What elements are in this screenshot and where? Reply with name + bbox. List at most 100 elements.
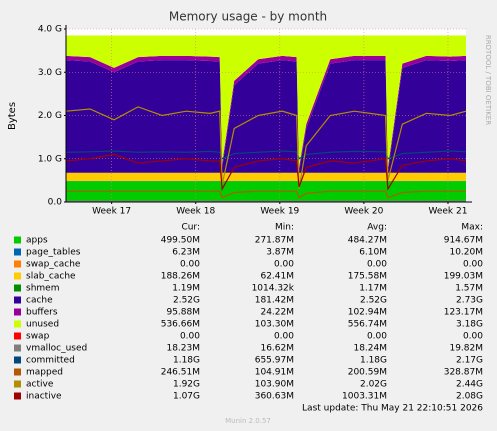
legend-stat: 18.24M xyxy=(353,344,387,354)
last-update: Last update: Thu May 21 22:10:51 2026 xyxy=(302,404,483,414)
x-tick-label: Week 21 xyxy=(428,207,467,217)
legend-swatch xyxy=(14,368,21,376)
legend-stat: 3.18G xyxy=(456,320,483,330)
x-tick-label: Week 17 xyxy=(92,207,131,217)
legend-label: buffers xyxy=(26,308,58,318)
legend-stat: 1.17M xyxy=(359,284,387,294)
legend-stat: 181.42M xyxy=(255,296,294,306)
legend-stat: 1.18G xyxy=(173,356,200,366)
legend-header: Max: xyxy=(461,223,483,233)
legend-stat: 24.22M xyxy=(260,308,294,318)
legend-swatch xyxy=(14,392,21,400)
legend-label: active xyxy=(26,380,54,390)
area xyxy=(66,55,466,172)
legend-stat: 103.90M xyxy=(255,380,294,390)
chart-title: Memory usage - by month xyxy=(169,10,327,24)
legend-stat: 0.00 xyxy=(180,260,200,270)
legend-stat: 556.74M xyxy=(348,320,387,330)
legend-swatch xyxy=(14,344,21,352)
legend-label: vmalloc_used xyxy=(26,344,87,354)
legend-stat: 655.97M xyxy=(255,356,294,366)
legend-stat: 1.07G xyxy=(173,392,200,402)
legend-stat: 199.03M xyxy=(444,272,483,282)
legend-swatch xyxy=(14,296,21,304)
line xyxy=(65,153,467,192)
legend-label: committed xyxy=(26,356,75,366)
legend-label: slab_cache xyxy=(26,272,76,282)
legend-stat: 175.58M xyxy=(348,272,387,282)
legend-stat: 1.92G xyxy=(173,380,200,390)
legend-swatch xyxy=(14,380,21,388)
legend-stat: 0.00 xyxy=(367,260,387,270)
line xyxy=(66,190,466,199)
legend-stat: 123.17M xyxy=(444,308,483,318)
legend-stat: 0.00 xyxy=(274,260,294,270)
legend-stat: 0.00 xyxy=(367,332,387,342)
legend-stat: 328.87M xyxy=(444,368,483,378)
legend-stat: 2.44G xyxy=(456,380,483,390)
legend-label: page_tables xyxy=(26,248,81,258)
legend-swatch xyxy=(14,356,21,364)
line xyxy=(65,106,467,190)
x-tick-label: Week 19 xyxy=(260,207,299,217)
legend-stat: 246.51M xyxy=(161,368,200,378)
legend-stat: 0.00 xyxy=(463,260,483,270)
y-axis-label: Bytes xyxy=(7,102,18,130)
legend-header: Avg: xyxy=(367,223,387,233)
legend-stat: 2.52G xyxy=(360,296,387,306)
legend-stat: 104.91M xyxy=(255,368,294,378)
legend-stat: 6.10M xyxy=(359,248,387,258)
legend-stat: 484.27M xyxy=(348,236,387,246)
footer: Munin 2.0.57 xyxy=(225,417,271,425)
legend-stat: 499.50M xyxy=(161,236,200,246)
legend-label: mapped xyxy=(26,368,63,378)
legend-label: unused xyxy=(26,320,59,330)
legend-swatch xyxy=(14,272,21,280)
legend-label: swap xyxy=(26,332,50,342)
legend-stat: 16.62M xyxy=(260,344,294,354)
legend-swatch xyxy=(14,332,21,340)
legend-swatch xyxy=(14,260,21,268)
legend-stat: 188.26M xyxy=(161,272,200,282)
legend-stat: 0.00 xyxy=(463,332,483,342)
legend-swatch xyxy=(14,248,21,256)
legend-stat: 62.41M xyxy=(260,272,294,282)
legend-stat: 914.67M xyxy=(444,236,483,246)
area xyxy=(66,35,466,168)
y-tick-label: 3.0 G xyxy=(38,68,62,78)
y-tick-label: 4.0 G xyxy=(38,25,62,35)
area xyxy=(66,60,466,173)
legend-stat: 2.08G xyxy=(456,392,483,402)
legend-stat: 1014.32k xyxy=(252,284,295,294)
legend-stat: 2.02G xyxy=(360,380,387,390)
legend-stat: 2.17G xyxy=(456,356,483,366)
legend-stat: 1.19M xyxy=(172,284,200,294)
legend-stat: 102.94M xyxy=(348,308,387,318)
legend-stat: 1003.31M xyxy=(342,392,387,402)
legend-swatch xyxy=(14,284,21,292)
x-tick-label: Week 20 xyxy=(344,207,383,217)
legend-stat: 95.88M xyxy=(166,308,200,318)
legend-stat: 18.23M xyxy=(166,344,200,354)
legend-stat: 200.59M xyxy=(348,368,387,378)
legend-stat: 360.63M xyxy=(255,392,294,402)
legend-stat: 0.00 xyxy=(180,332,200,342)
legend-label: shmem xyxy=(26,284,59,294)
legend-stat: 1.57M xyxy=(455,284,483,294)
legend-swatch xyxy=(14,236,21,244)
legend-swatch xyxy=(14,308,21,316)
legend-label: inactive xyxy=(26,392,62,402)
legend-stat: 2.73G xyxy=(456,296,483,306)
legend-stat: 0.00 xyxy=(274,332,294,342)
y-tick-label: 0.0 xyxy=(48,198,63,208)
legend-label: cache xyxy=(26,296,53,306)
legend-label: swap_cache xyxy=(26,260,81,270)
legend-stat: 536.66M xyxy=(161,320,200,330)
legend-swatch xyxy=(14,320,21,328)
legend-header: Cur: xyxy=(181,223,200,233)
legend-stat: 3.87M xyxy=(266,248,294,258)
side-text: RRDTOOL / TOBI OETIKER xyxy=(484,35,492,125)
legend-stat: 2.52G xyxy=(173,296,200,306)
legend-label: apps xyxy=(26,236,48,246)
